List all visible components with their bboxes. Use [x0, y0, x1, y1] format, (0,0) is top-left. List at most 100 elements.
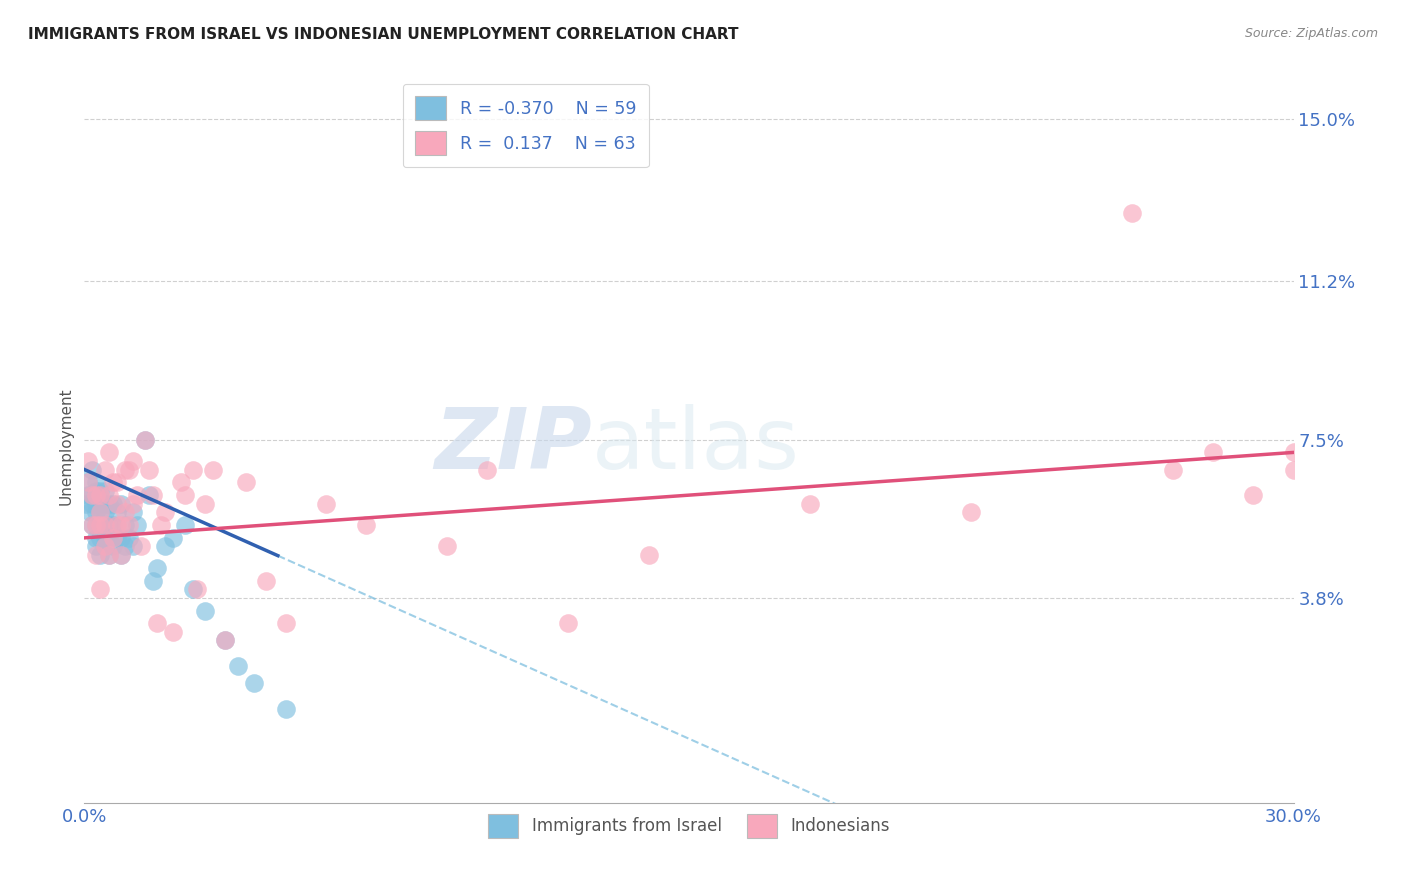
- Point: [93, 483, 115, 498]
- Point: [82, 488, 104, 502]
- Point: [194, 603, 217, 617]
- Point: [86, 518, 108, 533]
- Point: [138, 462, 160, 476]
- Point: [97, 445, 120, 459]
- Point: [1202, 445, 1225, 459]
- Point: [799, 497, 821, 511]
- Point: [77, 475, 100, 490]
- Point: [86, 540, 108, 554]
- Point: [235, 475, 257, 490]
- Point: [97, 548, 120, 562]
- Point: [356, 518, 378, 533]
- Point: [77, 454, 100, 468]
- Point: [97, 488, 120, 502]
- Point: [86, 531, 108, 545]
- Point: [1282, 445, 1305, 459]
- Point: [129, 540, 152, 554]
- Point: [162, 531, 184, 545]
- Point: [194, 497, 217, 511]
- Point: [89, 505, 111, 519]
- Point: [1241, 488, 1264, 502]
- Point: [162, 624, 184, 639]
- Legend: Immigrants from Israel, Indonesians: Immigrants from Israel, Indonesians: [482, 807, 896, 845]
- Point: [315, 497, 337, 511]
- Point: [274, 702, 297, 716]
- Point: [142, 574, 165, 588]
- Point: [214, 633, 236, 648]
- Point: [93, 462, 115, 476]
- Point: [121, 454, 143, 468]
- Point: [82, 462, 104, 476]
- Y-axis label: Unemployment: Unemployment: [58, 387, 73, 505]
- Point: [134, 433, 156, 447]
- Point: [86, 548, 108, 562]
- Point: [110, 497, 132, 511]
- Point: [101, 531, 124, 545]
- Point: [105, 475, 128, 490]
- Point: [1161, 462, 1184, 476]
- Point: [86, 488, 108, 502]
- Point: [86, 518, 108, 533]
- Point: [149, 518, 172, 533]
- Point: [181, 582, 204, 596]
- Point: [86, 483, 108, 498]
- Point: [97, 497, 120, 511]
- Point: [79, 505, 101, 519]
- Point: [89, 518, 111, 533]
- Point: [82, 497, 104, 511]
- Point: [114, 462, 136, 476]
- Point: [101, 540, 124, 554]
- Point: [181, 462, 204, 476]
- Point: [105, 518, 128, 533]
- Point: [121, 505, 143, 519]
- Point: [118, 462, 141, 476]
- Point: [174, 518, 197, 533]
- Point: [142, 488, 165, 502]
- Point: [89, 548, 111, 562]
- Point: [86, 497, 108, 511]
- Point: [86, 488, 108, 502]
- Point: [75, 497, 97, 511]
- Point: [93, 497, 115, 511]
- Point: [93, 518, 115, 533]
- Point: [146, 561, 169, 575]
- Point: [1121, 206, 1143, 220]
- Text: IMMIGRANTS FROM ISRAEL VS INDONESIAN UNEMPLOYMENT CORRELATION CHART: IMMIGRANTS FROM ISRAEL VS INDONESIAN UNE…: [28, 27, 738, 42]
- Point: [82, 518, 104, 533]
- Point: [77, 488, 100, 502]
- Point: [89, 531, 111, 545]
- Point: [1282, 462, 1305, 476]
- Point: [105, 531, 128, 545]
- Point: [97, 548, 120, 562]
- Point: [254, 574, 277, 588]
- Point: [82, 518, 104, 533]
- Point: [214, 633, 236, 648]
- Point: [110, 548, 132, 562]
- Point: [93, 540, 115, 554]
- Point: [97, 531, 120, 545]
- Point: [153, 540, 176, 554]
- Text: ZIP: ZIP: [434, 404, 592, 488]
- Point: [77, 475, 100, 490]
- Point: [101, 518, 124, 533]
- Point: [125, 518, 148, 533]
- Point: [105, 497, 128, 511]
- Text: atlas: atlas: [592, 404, 800, 488]
- Point: [97, 518, 120, 533]
- Text: Source: ZipAtlas.com: Source: ZipAtlas.com: [1244, 27, 1378, 40]
- Point: [637, 548, 659, 562]
- Point: [118, 531, 141, 545]
- Point: [170, 475, 193, 490]
- Point: [174, 488, 197, 502]
- Point: [242, 676, 264, 690]
- Point: [118, 518, 141, 533]
- Point: [114, 518, 136, 533]
- Point: [477, 462, 499, 476]
- Point: [226, 659, 249, 673]
- Point: [110, 548, 132, 562]
- Point: [436, 540, 458, 554]
- Point: [110, 531, 132, 545]
- Point: [89, 505, 111, 519]
- Point: [153, 505, 176, 519]
- Point: [89, 483, 111, 498]
